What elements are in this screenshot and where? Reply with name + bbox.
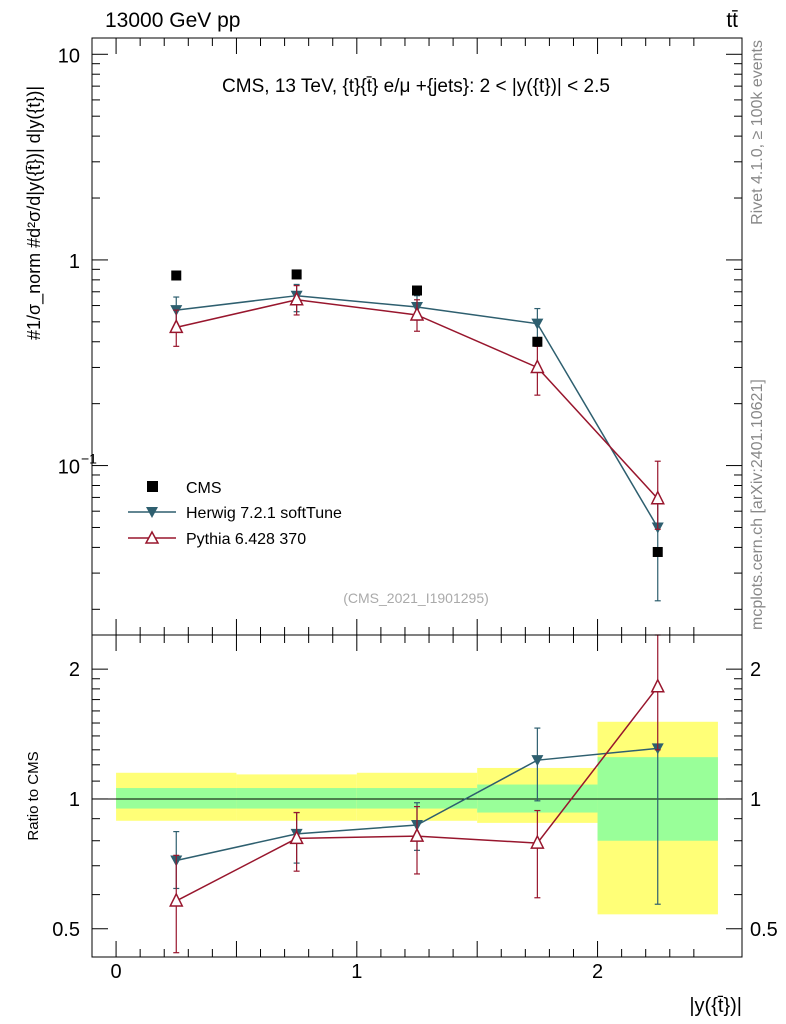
- header-energy-label: 13000 GeV pp: [105, 9, 240, 32]
- pythia-ratio-point: [169, 892, 184, 907]
- legend-pythia-label: Pythia 6.428 370: [186, 531, 306, 548]
- analysis-id-label: (CMS_2021_I1901295): [343, 590, 489, 606]
- rivet-version-label: Rivet 4.1.0, ≥ 100k events: [749, 40, 766, 225]
- ratio-panel: 0 1 2 0.5 0.5 1 1 2 2: [52, 634, 778, 983]
- pythia-point: [530, 358, 545, 374]
- chart-title: CMS, 13 TeV, {t}{t̄} e/μ +{jets}: 2 < |y…: [222, 76, 610, 97]
- ratio-y-tick-label-right: 0.5: [750, 919, 778, 941]
- ratio-series-layer: [169, 634, 665, 954]
- ratio-y-tick-label-right: 1: [750, 789, 761, 811]
- main-y-axis-label-text: #1/σ_norm #d²σ/d|y({t̄})| d|y({t})|: [24, 86, 45, 340]
- legend: CMS Herwig 7.2.1 softTune Pythia 6.428 3…: [128, 480, 342, 548]
- pythia-point: [650, 490, 665, 505]
- cms-data-point: [171, 270, 182, 281]
- pythia-point: [409, 306, 425, 321]
- x-tick-label: 0: [111, 961, 122, 983]
- ratio-y-tick-label: 1: [69, 789, 80, 811]
- x-tick-label: 2: [592, 961, 603, 983]
- ratio-y-tick-label: 2: [69, 659, 80, 681]
- ratio-y-tick-label-right: 2: [750, 659, 761, 681]
- pythia-ratio-point: [530, 834, 545, 849]
- legend-herwig-marker: [146, 507, 158, 518]
- legend-pythia-marker: [144, 530, 160, 544]
- main-y-tick-exponent: −1: [81, 451, 97, 467]
- main-y-tick-label: 1: [69, 251, 80, 273]
- pythia-point: [169, 318, 184, 334]
- cms-data-point: [412, 285, 422, 296]
- cms-data-point: [652, 546, 663, 557]
- main-y-axis-label: #1/σ_norm #d²σ/d|y({t̄})| d|y({t})|: [24, 86, 45, 340]
- pythia-ratio-point: [289, 829, 304, 845]
- pythia-ratio-point: [409, 827, 425, 842]
- ratio-band-inner: [116, 788, 237, 809]
- pythia-ratio-point: [650, 678, 665, 693]
- mcplots-label: mcplots.cern.ch [arXiv:2401.10621]: [749, 379, 766, 630]
- header-process-label: tt̄: [726, 9, 738, 32]
- herwig-ratio-point: [531, 755, 544, 767]
- x-tick-label: 1: [351, 961, 362, 983]
- ratio-band-inner: [236, 788, 357, 809]
- main-y-tick-label: 10: [58, 45, 80, 67]
- main-y-tick-label: 10: [58, 457, 80, 479]
- x-axis-label: |y({t̄})|: [689, 995, 742, 1017]
- ratio-y-axis-label: Ratio to CMS: [25, 751, 42, 840]
- ratio-frame: [91, 634, 743, 958]
- legend-herwig-label: Herwig 7.2.1 softTune: [186, 505, 342, 522]
- legend-cms-label: CMS: [186, 480, 222, 497]
- pythia-point: [289, 291, 304, 306]
- cms-data-point: [291, 269, 302, 280]
- cms-data-point: [532, 336, 543, 347]
- herwig-point: [531, 318, 544, 330]
- legend-cms-marker: [147, 481, 158, 492]
- ratio-axes-layer: 0 1 2 0.5 0.5 1 1 2 2: [52, 635, 778, 983]
- ratio-band-inner: [356, 788, 478, 809]
- main-series-layer: [169, 269, 665, 602]
- ratio-y-tick-label: 0.5: [52, 919, 80, 941]
